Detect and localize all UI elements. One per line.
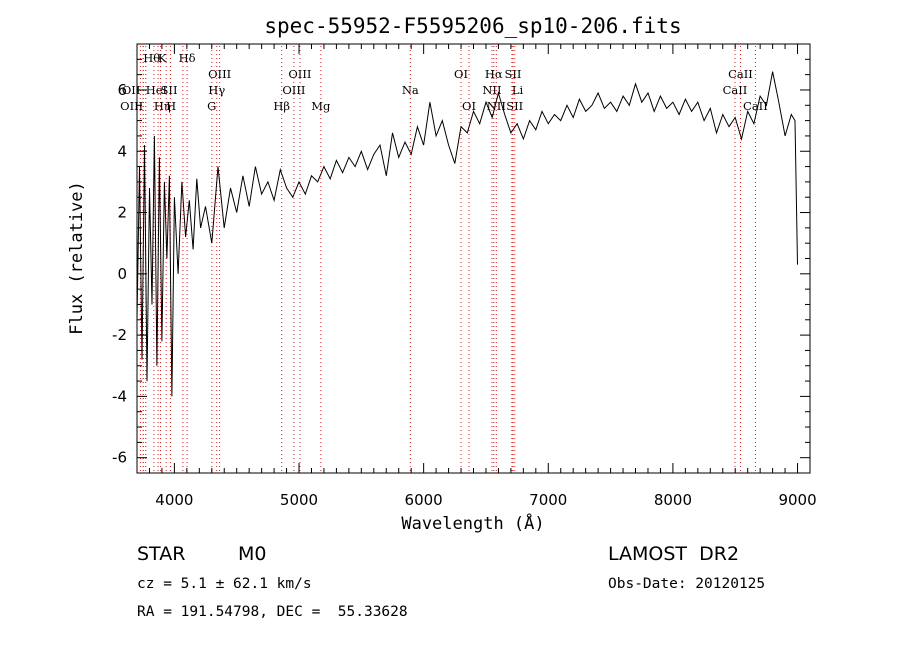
spectral-line-label: Hα (485, 67, 503, 81)
y-axis: -6 -4 -2 0 2 4 6 (112, 43, 810, 474)
x-axis-title: Wavelength (Å) (401, 512, 544, 534)
spectral-line-label: NII (482, 83, 501, 97)
spectral-line-label: OI (462, 99, 476, 113)
spectrum-line (136, 71, 798, 397)
x-tick-label: 6000 (405, 491, 443, 509)
y-tick-label: 6 (117, 81, 127, 99)
spectral-line-label: NII (487, 99, 506, 113)
x-tick-label: 7000 (529, 491, 567, 509)
y-axis-title: Flux (relative) (67, 181, 87, 335)
y-tick-label: 4 (117, 142, 127, 160)
spectral-line-label: OIII (288, 67, 311, 81)
y-tick-label: 2 (117, 204, 127, 222)
spectral-line-label: CaII (743, 99, 768, 113)
y-tick-label: -2 (112, 326, 127, 344)
spectral-line-label: OII (122, 83, 141, 97)
spectral-line-label: G (207, 99, 216, 113)
y-tick-label: -6 (112, 449, 127, 467)
spectral-line-label: HeI (146, 83, 167, 97)
spectral-line-label: OIII (208, 67, 231, 81)
x-axis: 4000 5000 6000 7000 8000 9000 (136, 44, 817, 509)
spectral-line-label: K (158, 51, 167, 65)
spectral-line-label: Hθ (143, 51, 160, 65)
spectral-line-label: OIII (282, 83, 305, 97)
observation-date: Obs-Date: 20120125 (608, 576, 766, 592)
x-tick-label: 8000 (654, 491, 692, 509)
spectral-line-label: CaII (728, 67, 753, 81)
spectral-line-label: H (166, 99, 176, 113)
spectral-line-label: Hδ (179, 51, 196, 65)
x-tick-label: 4000 (155, 491, 193, 509)
spectral-line-label: SII (161, 83, 178, 97)
spectral-line-markers (139, 46, 756, 473)
chart-title: spec-55952-F5595206_sp10-206.fits (264, 14, 681, 38)
object-subclass: M0 (238, 543, 267, 565)
spectral-line-label: OIII (120, 99, 143, 113)
spectral-line-label: Mg (311, 99, 331, 113)
redshift-info: cz = 5.1 ± 62.1 km/s (137, 576, 312, 592)
y-tick-label: -4 (112, 387, 127, 405)
spectral-line-label: Li (512, 83, 524, 97)
spectral-line-label: OI (454, 67, 468, 81)
spectral-line-label: SII (506, 99, 523, 113)
y-tick-label: 0 (117, 265, 127, 283)
coordinates-info: RA = 191.54798, DEC = 55.33628 (137, 604, 408, 620)
spectral-line-label: CaII (723, 83, 748, 97)
spectral-line-labels: OIIHθOIIIHeIHηKSIIHHδGHγOIIIHβOIIIOIIIMg… (120, 51, 768, 113)
spectral-line-label: Hγ (208, 83, 225, 97)
survey-name: LAMOST DR2 (608, 543, 740, 565)
x-tick-label: 9000 (778, 491, 816, 509)
spectral-line-label: Na (402, 83, 419, 97)
object-class: STAR (137, 543, 186, 565)
spectral-line-label: Hη (154, 99, 171, 113)
x-tick-label: 5000 (280, 491, 318, 509)
spectral-line-label: Hβ (273, 99, 290, 113)
spectral-line-label: SII (505, 67, 522, 81)
